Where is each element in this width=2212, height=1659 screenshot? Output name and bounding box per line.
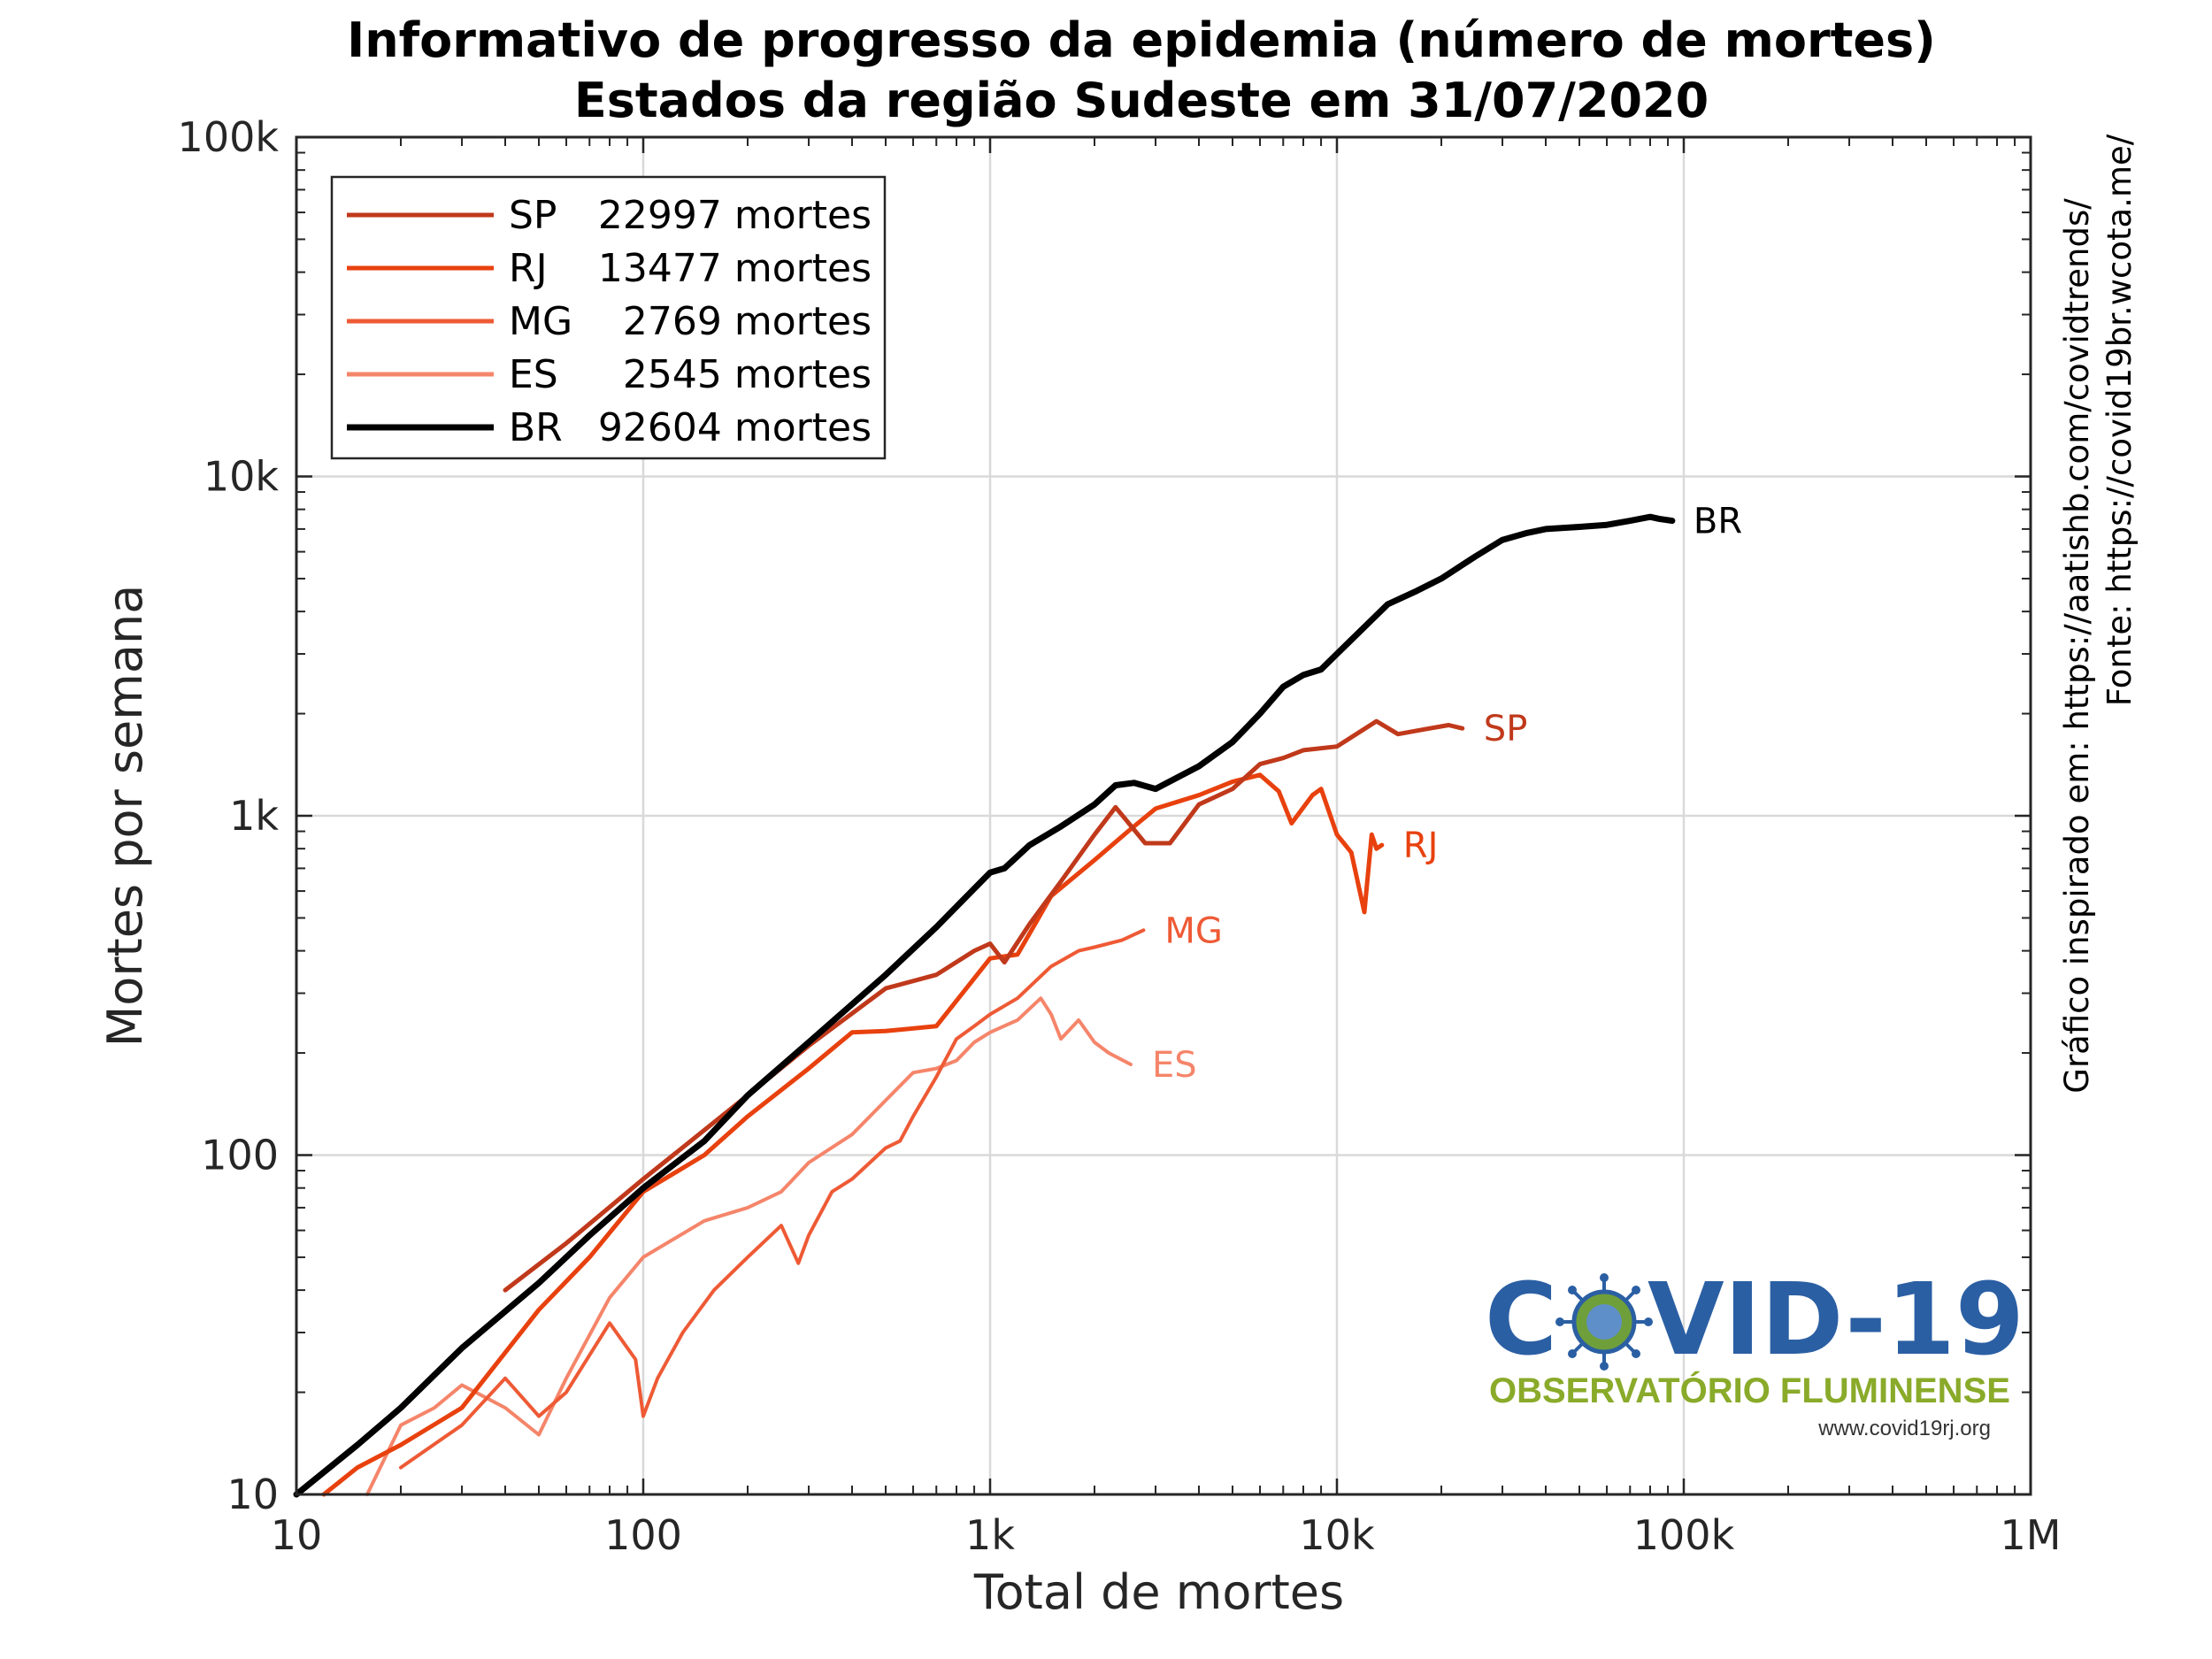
series-line-mg [399, 928, 1146, 1470]
virus-icon [1555, 1273, 1653, 1371]
x-tick-label: 100k [1633, 1511, 1735, 1559]
series-line-rj [321, 772, 1385, 1497]
legend-code-rj: RJ [509, 246, 548, 291]
y-tick-label: 1k [229, 792, 279, 840]
end-label-mg: MG [1164, 910, 1223, 951]
y-tick-label: 10k [204, 453, 280, 501]
chart-title-line2: Estados da região Sudeste em 31/07/2020 [574, 73, 1709, 128]
end-label-sp: SP [1484, 709, 1528, 749]
end-label-br: BR [1694, 502, 1742, 542]
plot-frame [295, 135, 2032, 1496]
legend-count-mg: 2769 mortes [623, 299, 872, 344]
y-tick-label: 100k [178, 113, 280, 161]
legend-code-mg: MG [509, 299, 572, 344]
legend-code-br: BR [509, 405, 563, 450]
series-line-br [293, 513, 1676, 1498]
covid19-observatorio-logo: C VID-19 OBSERVATÓRIO FLUMINENSE www.cov… [1485, 1263, 2024, 1440]
x-tick-label: 10k [1299, 1511, 1375, 1559]
series-lines [293, 513, 1676, 1498]
legend-code-sp: SP [509, 193, 557, 238]
logo-letter-c: C [1485, 1263, 1557, 1378]
logo-url: www.covid19rj.org [1817, 1417, 1991, 1440]
x-tick-label: 10 [271, 1511, 323, 1559]
series-end-labels: ES MG RJ SP BR [1152, 502, 1742, 1086]
x-tick-label: 100 [604, 1511, 682, 1559]
legend-count-br: 92604 mortes [598, 405, 872, 450]
legend-box [330, 175, 887, 460]
series-line-sp [503, 718, 1465, 1293]
tick-labels: 10 100 1k 10k 100k 1M 10 100 1k 10k 100k [178, 113, 2062, 1559]
legend: SP 22997 mortes RJ 13477 mortes MG 2769 morte… [330, 175, 887, 460]
x-tick-label: 1M [2001, 1511, 2062, 1559]
end-label-es: ES [1152, 1045, 1197, 1086]
legend-code-es: ES [509, 352, 558, 397]
credit-inspired-by: Gráfico inspirado em: https://aatishb.co… [2058, 198, 2096, 1094]
x-tick-label: 1k [965, 1511, 1015, 1559]
chart-title-line1: Informativo de progresso da epidemia (nú… [347, 12, 1936, 68]
legend-count-es: 2545 mortes [623, 352, 872, 397]
credit-data-source: Fonte: https://covid19br.wcota.me/ [2101, 134, 2139, 706]
y-tick-label: 100 [201, 1132, 279, 1179]
logo-subtitle: OBSERVATÓRIO FLUMINENSE [1489, 1370, 2010, 1410]
legend-count-sp: 22997 mortes [598, 193, 872, 238]
series-line-es [365, 996, 1133, 1496]
y-tick-label: 10 [227, 1471, 279, 1518]
logo-text-vid19: VID-19 [1647, 1263, 2024, 1378]
legend-count-rj: 13477 mortes [598, 246, 872, 291]
y-axis-label: Mortes por semana [97, 585, 153, 1048]
end-label-rj: RJ [1403, 826, 1439, 866]
x-axis-label: Total de mortes [973, 1564, 1344, 1620]
